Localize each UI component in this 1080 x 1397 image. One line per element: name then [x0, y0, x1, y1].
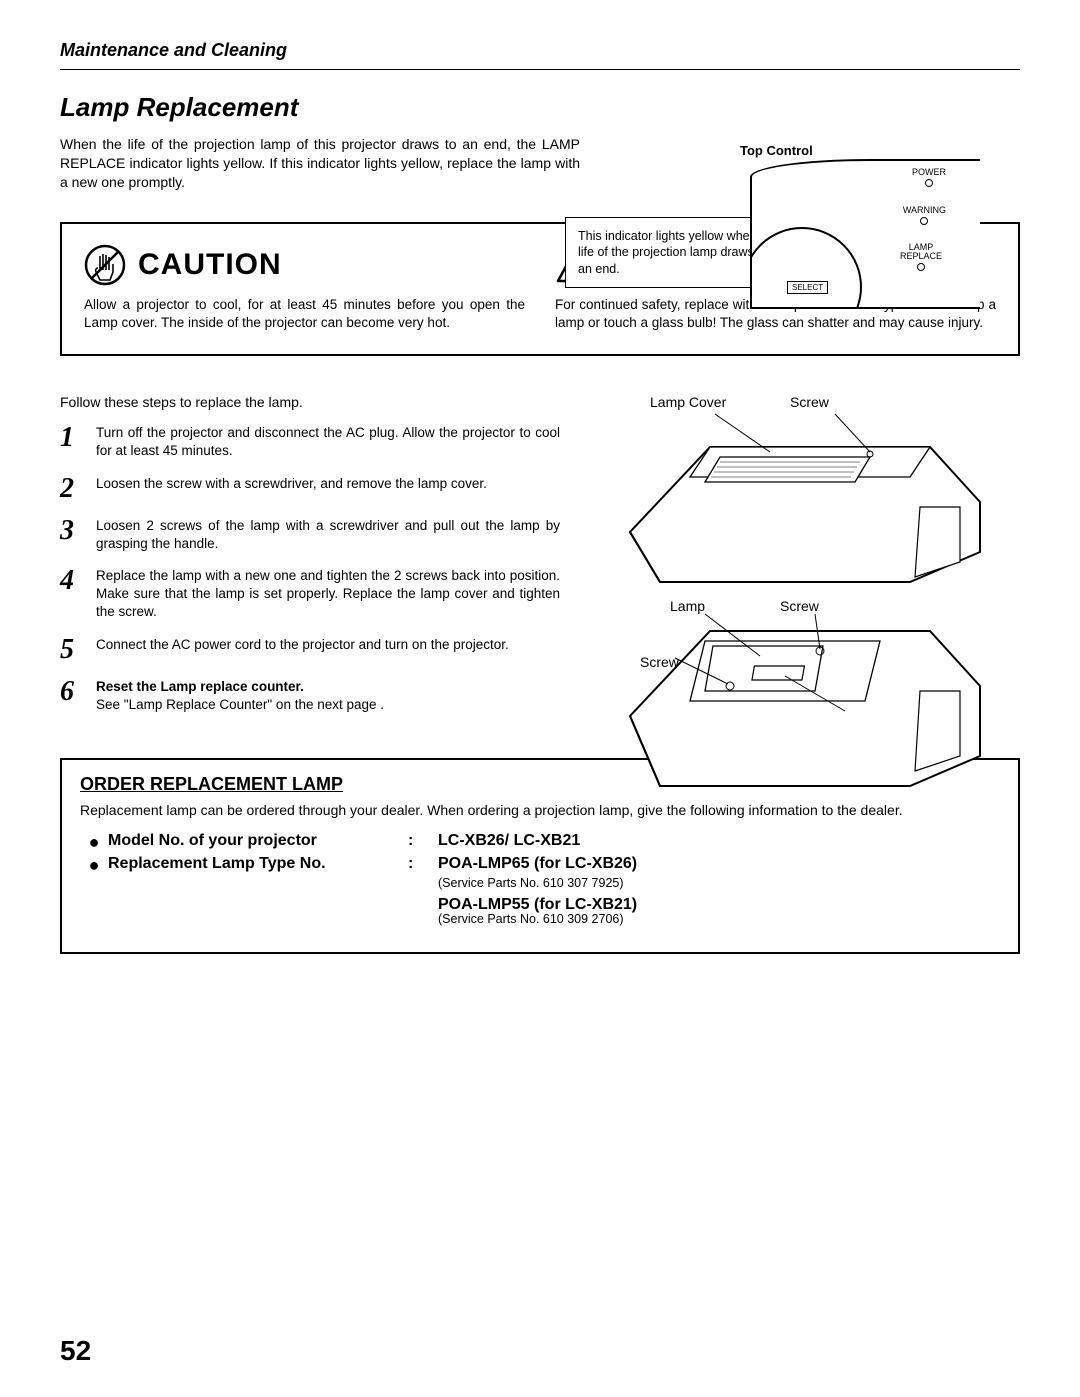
order-key-lamptype: Replacement Lamp Type No.: [108, 855, 408, 873]
step-text: Reset the Lamp replace counter. See "Lam…: [96, 678, 560, 714]
step-6-bold: Reset the Lamp replace counter.: [96, 679, 304, 694]
step-6-rest: See "Lamp Replace Counter" on the next p…: [96, 697, 384, 712]
label-lamp-cover: Lamp Cover: [650, 394, 726, 410]
lamp-diagram: Lamp Cover Screw Lamp Screw Screw Handle: [580, 394, 1020, 728]
step-6: 6 Reset the Lamp replace counter. See "L…: [60, 678, 560, 714]
caution-heading-left: CAUTION: [138, 248, 282, 282]
select-button-graphic: SELECT: [787, 281, 828, 294]
top-control-label: Top Control: [740, 143, 813, 158]
order-key-model: Model No. of your projector: [108, 832, 408, 850]
step-number: 6: [60, 678, 82, 714]
projector-top-panel: POWER WARNING LAMPREPLACE ▲ SELECT: [750, 159, 980, 309]
steps-intro: Follow these steps to replace the lamp.: [60, 394, 560, 410]
order-val-lamptype: POA-LMP65 (for LC-XB26): [438, 855, 1000, 873]
step-number: 1: [60, 424, 82, 460]
step-text: Replace the lamp with a new one and tigh…: [96, 567, 560, 622]
top-control-diagram: Top Control This indicator lights yellow…: [600, 135, 1020, 192]
step-text: Loosen the screw with a screwdriver, and…: [96, 475, 560, 503]
projector-lamp-svg: [620, 606, 990, 796]
order-row-lamptype: ● Replacement Lamp Type No. : POA-LMP65 …: [80, 855, 1000, 876]
order-intro: Replacement lamp can be ordered through …: [80, 801, 1000, 820]
step-text: Loosen 2 screws of the lamp with a screw…: [96, 517, 560, 553]
caution-col-left: CAUTION Allow a projector to cool, for a…: [84, 244, 525, 332]
step-3: 3 Loosen 2 screws of the lamp with a scr…: [60, 517, 560, 553]
bullet-icon: ●: [80, 855, 108, 876]
intro-paragraph: When the life of the projection lamp of …: [60, 135, 580, 192]
page-number: 52: [60, 1335, 91, 1367]
step-number: 3: [60, 517, 82, 553]
led-warning-label: WARNING: [903, 205, 946, 215]
nav-pad: ▲: [769, 307, 815, 309]
step-number: 4: [60, 567, 82, 622]
step-text: Connect the AC power cord to the project…: [96, 636, 560, 664]
step-text: Turn off the projector and disconnect th…: [96, 424, 560, 460]
projector-top-svg: [620, 412, 990, 587]
step-1: 1 Turn off the projector and disconnect …: [60, 424, 560, 460]
breadcrumb: Maintenance and Cleaning: [60, 40, 1020, 70]
volume-dial: ▲: [750, 227, 862, 309]
caution-text-left: Allow a projector to cool, for at least …: [84, 296, 525, 332]
order-sub-2: (Service Parts No. 610 309 2706): [438, 912, 1000, 926]
led-power-label: POWER: [912, 167, 946, 177]
label-screw-top: Screw: [790, 394, 829, 410]
step-4: 4 Replace the lamp with a new one and ti…: [60, 567, 560, 622]
led-lampreplace-label: LAMPREPLACE: [896, 243, 946, 261]
section-title: Lamp Replacement: [60, 92, 1020, 123]
no-touch-icon: [84, 244, 126, 286]
step-number: 5: [60, 636, 82, 664]
order-sub-1: (Service Parts No. 610 307 7925): [438, 876, 1000, 890]
order-val-model: LC-XB26/ LC-XB21: [438, 832, 1000, 850]
step-2: 2 Loosen the screw with a screwdriver, a…: [60, 475, 560, 503]
order-row-model: ● Model No. of your projector : LC-XB26/…: [80, 832, 1000, 853]
step-5: 5 Connect the AC power cord to the proje…: [60, 636, 560, 664]
bullet-icon: ●: [80, 832, 108, 853]
step-number: 2: [60, 475, 82, 503]
